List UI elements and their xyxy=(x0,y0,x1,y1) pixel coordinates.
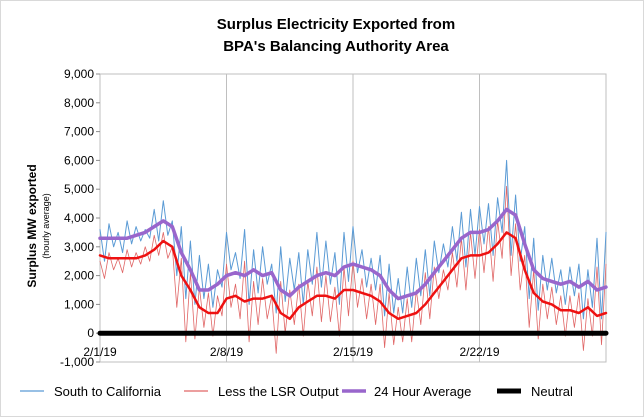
y-tick-label: 7,000 xyxy=(64,125,94,139)
series-line-1 xyxy=(99,185,607,354)
x-tick-label: 2/15/19 xyxy=(333,345,373,359)
y-tick-label: 4,000 xyxy=(64,211,94,225)
legend: South to California Less the LSR Output 24… xyxy=(20,384,573,399)
y-tick-label: 2,000 xyxy=(64,269,94,283)
series-line-3 xyxy=(98,207,608,301)
series-layer xyxy=(97,159,609,354)
x-tick-labels: 2/1/19 2/8/19 2/15/19 2/22/19 xyxy=(83,345,500,359)
legend-label: Neutral xyxy=(531,384,573,399)
legend-label: South to California xyxy=(54,384,162,399)
y-tick-label: 8,000 xyxy=(64,96,94,110)
x-tick-label: 2/22/19 xyxy=(459,345,499,359)
grid-layer xyxy=(96,73,607,363)
y-tick-label: 0 xyxy=(87,326,94,340)
chart-title-line-2: BPA's Balancing Authority Area xyxy=(223,38,449,55)
y-tick-label: 9,000 xyxy=(64,67,94,81)
x-tick-label: 2/1/19 xyxy=(83,345,117,359)
legend-label: 24 Hour Average xyxy=(374,384,471,399)
chart-title-line-1: Surplus Electricity Exported from xyxy=(217,16,455,33)
series-line-0 xyxy=(99,159,607,320)
y-tick-label: 1,000 xyxy=(64,297,94,311)
x-tick-label: 2/8/19 xyxy=(210,345,244,359)
y-tick-labels: -1,000 0 1,000 2,000 3,000 4,000 5,000 6,000 7,0… xyxy=(60,67,94,369)
y-tick-label: 5,000 xyxy=(64,182,94,196)
y-axis-sublabel: (hourly average) xyxy=(41,193,51,259)
y-tick-label: -1,000 xyxy=(60,355,94,369)
y-tick-label: 6,000 xyxy=(64,153,94,167)
legend-label: Less the LSR Output xyxy=(218,384,339,399)
y-tick-label: 3,000 xyxy=(64,240,94,254)
y-axis-label: Surplus MW exported xyxy=(25,164,39,287)
series-line-2 xyxy=(98,231,608,321)
